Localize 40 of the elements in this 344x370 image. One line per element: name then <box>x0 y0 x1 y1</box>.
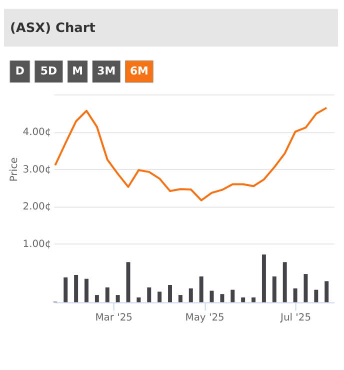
text: 5D <box>40 64 58 78</box>
bar <box>147 287 152 302</box>
bar <box>210 290 214 302</box>
bar <box>252 297 256 302</box>
y-tick-label: 3.00¢ <box>22 164 52 176</box>
bar <box>116 295 120 302</box>
bar <box>199 276 204 302</box>
bar <box>262 254 266 302</box>
text: M <box>72 64 83 78</box>
y-tick-label: 1.00¢ <box>22 239 52 250</box>
text: 6M <box>130 64 148 78</box>
bar <box>314 290 318 302</box>
bar <box>94 295 99 302</box>
bar <box>105 287 110 302</box>
bar <box>158 292 162 302</box>
y-tick-label: 2.00¢ <box>22 202 52 213</box>
bar <box>178 295 182 302</box>
bar <box>272 276 276 302</box>
y-tick-label: 4.00¢ <box>22 127 52 138</box>
bar <box>188 288 193 302</box>
bar <box>293 288 298 302</box>
bar <box>241 297 246 302</box>
text: 3M <box>97 64 116 78</box>
x-tick-label: Mar '25 <box>95 312 132 324</box>
bar <box>324 281 329 302</box>
x-tick-label: Jul '25 <box>280 312 312 324</box>
bar <box>136 297 141 302</box>
bar <box>230 290 235 302</box>
bar <box>168 285 172 302</box>
line-series <box>54 106 328 202</box>
text: (ASX) Chart <box>10 20 96 36</box>
bar <box>74 274 78 302</box>
y-axis-title: Price <box>8 157 20 182</box>
bar <box>282 262 287 302</box>
bar <box>220 294 224 302</box>
bar <box>64 277 68 302</box>
text: D <box>15 64 24 78</box>
x-tick-label: May '25 <box>185 312 224 324</box>
bar <box>304 274 308 302</box>
bar <box>84 278 88 302</box>
